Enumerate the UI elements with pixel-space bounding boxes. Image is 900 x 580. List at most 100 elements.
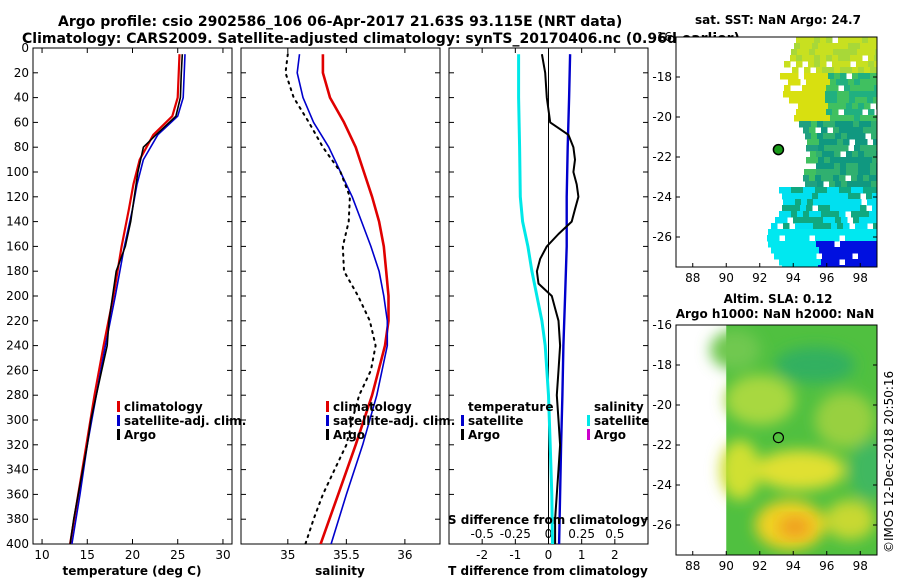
sst-pixel — [803, 175, 810, 182]
satellite-line — [71, 54, 186, 544]
sst-pixel — [800, 205, 807, 212]
sst-pixel — [796, 55, 803, 62]
sst-pixel — [837, 247, 844, 254]
sst-pixel — [873, 223, 877, 230]
sst-pixel — [792, 67, 799, 74]
sst-pixel — [831, 247, 838, 254]
sst-pixel — [774, 241, 781, 248]
sst-pixel — [810, 103, 817, 110]
sst-pixel — [796, 61, 803, 68]
sst-pixel — [836, 157, 843, 164]
sst-pixel — [807, 139, 814, 146]
sst-pixel — [822, 253, 829, 260]
sst-pixel — [863, 49, 870, 56]
sla-blob — [850, 440, 877, 500]
sst-pixel — [804, 73, 811, 80]
sst-pixel — [843, 91, 850, 98]
sst-pixel — [824, 145, 831, 152]
sst-pixel — [836, 265, 843, 267]
sst-pixel — [828, 103, 835, 110]
sst-pixel — [786, 241, 793, 248]
sst-pixel — [816, 151, 823, 158]
sst-pixel — [870, 169, 877, 176]
sst-pixel — [812, 145, 819, 152]
sst-pixel — [867, 97, 874, 104]
legend-label-climatology: climatology — [333, 400, 412, 414]
sst-pixel — [783, 223, 790, 230]
sst-pixel — [855, 139, 862, 146]
sst-pixel — [785, 187, 792, 194]
x-tick-label: 10 — [34, 548, 49, 562]
sst-pixel — [854, 145, 861, 152]
sst-pixel — [872, 193, 877, 200]
sla-map-axes — [675, 324, 878, 556]
sst-pixel — [841, 181, 848, 188]
sst-pixel — [819, 247, 826, 254]
satellite-line — [296, 54, 389, 544]
sst-pixel — [857, 49, 864, 56]
sst-pixel — [866, 79, 873, 86]
sst-pixel — [800, 115, 807, 122]
sst-pixel — [866, 145, 873, 152]
sst-pixel — [825, 247, 832, 254]
sst-pixel — [872, 265, 877, 267]
sst-pixel — [872, 205, 877, 212]
sst-pixel — [782, 205, 789, 212]
sst-pixel — [845, 259, 852, 266]
sst-pixel — [815, 175, 822, 182]
sst-pixel — [872, 157, 877, 164]
sst-pixel — [833, 175, 840, 182]
sst-pixel — [785, 211, 792, 218]
sst-pixel — [853, 217, 860, 224]
sst-pixel — [852, 163, 859, 170]
sst-pixel — [875, 187, 877, 194]
sst-pixel — [813, 223, 820, 230]
sst-pixel — [873, 91, 877, 98]
salinity-lines — [284, 53, 390, 544]
sst-pixel — [792, 73, 799, 80]
legend-swatch-t-satellite — [461, 415, 464, 426]
sst-pixel — [850, 55, 857, 62]
sst-pixel — [868, 61, 875, 68]
sst-pixel — [809, 211, 816, 218]
sst-pixel — [842, 193, 849, 200]
sst-pixel — [844, 61, 851, 68]
sst-pixel — [832, 109, 839, 116]
sst-pixel — [833, 127, 840, 134]
sst-pixel — [808, 55, 815, 62]
sst-pixel — [875, 235, 877, 242]
sst-pixel — [818, 115, 825, 122]
sst-pixel — [818, 79, 825, 86]
sst-pixel — [867, 247, 874, 254]
sst-pixel — [857, 187, 864, 194]
sst-pixel — [815, 211, 822, 218]
sst-pixel — [812, 79, 819, 86]
sst-pixel — [805, 217, 812, 224]
sst-pixel — [843, 139, 850, 146]
sst-pixel — [812, 193, 819, 200]
sst-pixel — [824, 115, 831, 122]
sst-pixel — [830, 193, 837, 200]
y-tick-label: 240 — [6, 339, 29, 353]
sst-pixel — [800, 43, 807, 50]
sst-pixel — [806, 193, 813, 200]
sst-pixel — [871, 181, 877, 188]
sst-pixel — [828, 169, 835, 176]
sst-pixel — [791, 49, 798, 56]
sst-pixel — [872, 145, 877, 152]
lat-tick-label: -20 — [652, 110, 672, 124]
sst-pixel — [808, 109, 815, 116]
sst-pixel — [825, 199, 832, 206]
sst-pixel — [803, 259, 810, 266]
lat-tick-label: -18 — [652, 358, 672, 372]
sst-pixel — [851, 187, 858, 194]
legend-swatch-climatology — [326, 401, 329, 412]
sst-pixel — [799, 217, 806, 224]
sst-pixel — [869, 175, 876, 182]
sst-pixel — [865, 181, 872, 188]
sst-pixel — [834, 103, 841, 110]
sst-pixel — [846, 169, 853, 176]
sla-map-title-2: Argo h1000: NaN h2000: NaN — [676, 307, 875, 321]
sst-pixel — [859, 133, 866, 140]
